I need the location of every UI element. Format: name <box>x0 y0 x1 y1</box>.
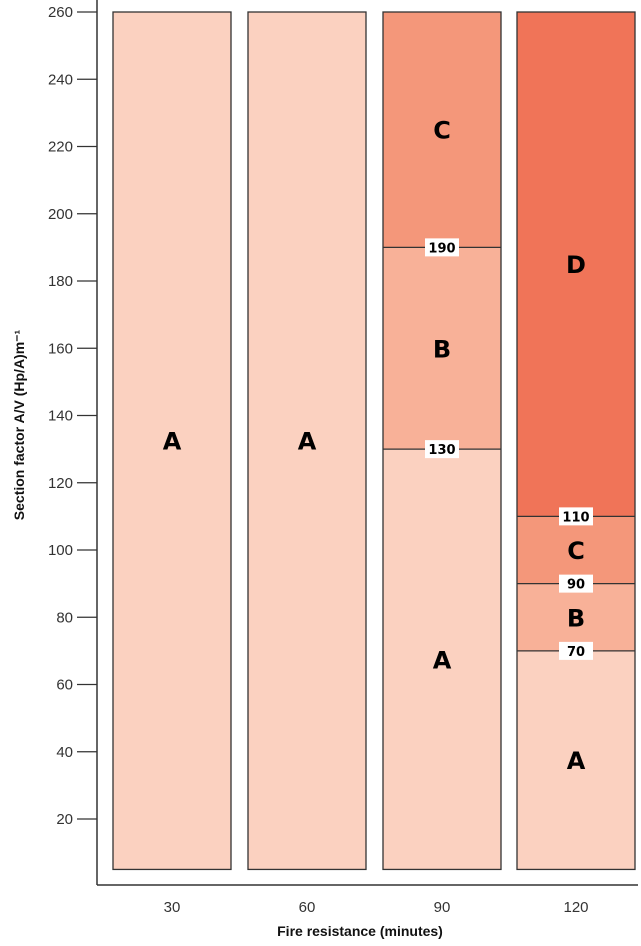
zone-label-C: C <box>433 117 451 145</box>
bar-segment-B <box>517 583 635 651</box>
boundary-value-label: 110 <box>562 510 589 525</box>
zone-label-A: A <box>433 646 452 674</box>
boundary-value-box <box>559 507 593 526</box>
bar-60: A <box>247 11 367 871</box>
bars-layer: A A A B C 130 190 A B C D 70 90 110 <box>112 11 636 871</box>
y-tick-label: 60 <box>56 677 73 694</box>
bar-segment-A <box>248 12 366 870</box>
bar-outline <box>247 11 367 871</box>
zone-label-B: B <box>433 335 451 363</box>
y-tick-label: 260 <box>48 4 73 21</box>
bar-120: A B C D 70 90 110 <box>516 11 636 871</box>
bar-30: A <box>112 11 232 871</box>
bar-outline <box>112 11 232 871</box>
boundary-value-box <box>559 574 593 593</box>
y-tick-label: 160 <box>48 340 73 357</box>
boundary-value-label: 70 <box>567 645 585 660</box>
zone-label-A: A <box>567 747 586 775</box>
bar-segment-A <box>383 449 501 870</box>
bar-segment-C <box>517 516 635 584</box>
x-tick-label: 30 <box>164 899 181 916</box>
x-axis-title: Fire resistance (minutes) <box>277 923 443 939</box>
boundary-value-box <box>425 238 459 257</box>
bar-segment-D <box>517 12 635 517</box>
y-axis-title: Section factor A/V (Hp/A)m⁻¹ <box>11 329 27 520</box>
bar-segment-C <box>383 12 501 248</box>
zone-label-A: A <box>163 428 182 456</box>
boundary-value-label: 190 <box>428 241 455 256</box>
boundary-value-box <box>425 440 459 459</box>
y-tick-label: 40 <box>56 744 73 761</box>
zone-label-A: A <box>298 428 317 456</box>
y-tick-label: 140 <box>48 408 73 425</box>
y-tick-label: 240 <box>48 71 73 88</box>
x-tick-label: 90 <box>434 899 451 916</box>
zone-label-D: D <box>566 251 586 279</box>
zone-label-B: B <box>567 604 585 632</box>
y-tick-label: 100 <box>48 542 73 559</box>
boundary-value-label: 130 <box>428 443 455 458</box>
y-tick-label: 180 <box>48 273 73 290</box>
y-tick-label: 120 <box>48 475 73 492</box>
bar-segment-A <box>517 650 635 870</box>
y-tick-label: 200 <box>48 206 73 223</box>
boundary-value-label: 90 <box>567 578 585 593</box>
y-tick-label: 20 <box>56 811 73 828</box>
bar-segment-B <box>383 247 501 450</box>
x-tick-label: 120 <box>563 899 588 916</box>
boundary-value-box <box>559 641 593 660</box>
y-tick-label: 80 <box>56 609 73 626</box>
axes-layer: 20 40 60 80 100 120 140 160 180 200 220 240 260 30 60 9… <box>48 0 638 916</box>
bar-segment-A <box>113 12 231 870</box>
x-tick-label: 60 <box>299 899 316 916</box>
bar-outline <box>382 11 502 871</box>
bar-90: A B C 130 190 <box>382 11 502 871</box>
bar-outline <box>516 11 636 871</box>
y-tick-label: 220 <box>48 139 73 156</box>
zone-label-C: C <box>567 537 585 565</box>
